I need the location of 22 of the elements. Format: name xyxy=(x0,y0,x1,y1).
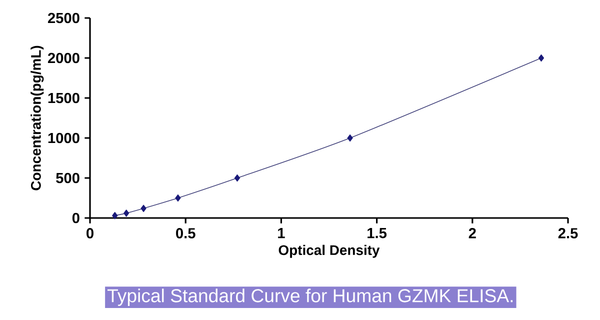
point xyxy=(538,54,544,62)
point xyxy=(234,174,240,182)
x-tick-label: 0 xyxy=(86,228,94,238)
point xyxy=(175,194,181,202)
y-tick-label: 0 xyxy=(72,212,80,224)
x-tick-label: 1 xyxy=(278,228,285,238)
text: Typical Standard Curve for Human GZMK ELISA. xyxy=(107,288,513,306)
y-tick-label: 1500 xyxy=(48,92,80,104)
x-tick-label: 0.5 xyxy=(176,228,196,238)
x-tick-label: 2 xyxy=(468,228,476,238)
point xyxy=(140,204,146,212)
y-tick-label: 500 xyxy=(56,172,80,184)
x-tick-label: 2.5 xyxy=(558,228,578,238)
x-tick-label: 1.5 xyxy=(368,228,387,238)
point xyxy=(112,212,118,220)
y-tick-label: 2000 xyxy=(48,52,80,64)
point xyxy=(124,210,130,217)
y-tick-label: 2500 xyxy=(48,12,80,24)
y-axis-title: Concentration(pg/mL) xyxy=(30,46,44,190)
point xyxy=(347,134,353,142)
y-tick-label: 1000 xyxy=(48,132,80,144)
x-axis-title: Optical Density xyxy=(278,244,380,258)
